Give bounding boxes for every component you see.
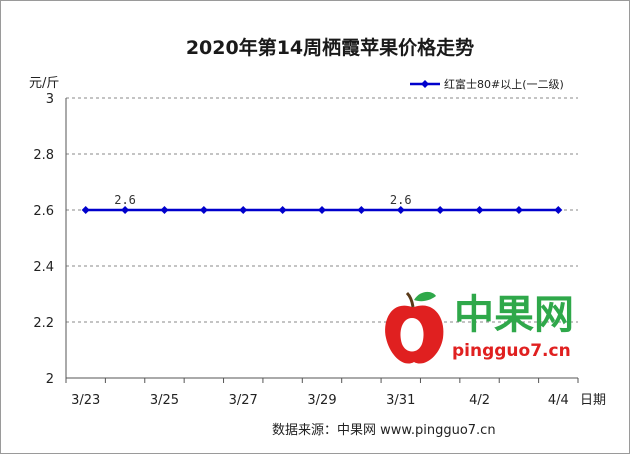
legend-label: 红富士80#以上(一二级) (444, 77, 564, 91)
data-point (81, 206, 90, 214)
data-point (318, 206, 326, 214)
y-tick-label: 2.6 (33, 204, 54, 219)
y-tick-label: 2.2 (33, 316, 54, 331)
axes (65, 98, 579, 383)
y-tick-labels: 3 2.8 2.6 2.4 2.2 2 (33, 92, 54, 387)
data-point (239, 206, 248, 214)
apple-stem (405, 291, 415, 308)
y-tick-label: 2 (46, 372, 54, 387)
data-point (357, 206, 366, 214)
y-tick-label: 3 (46, 92, 54, 107)
x-tick-label: 3/31 (386, 393, 415, 408)
watermark-url: pingguo7.cn (452, 341, 571, 361)
y-axis-unit: 元/斤 (29, 76, 59, 91)
data-point (160, 206, 169, 214)
y-tick-label: 2.4 (33, 260, 54, 275)
data-point (475, 206, 484, 214)
x-tick-label: 3/25 (150, 393, 179, 408)
data-label: 2.6 (114, 193, 136, 207)
y-tick-label: 2.8 (33, 148, 54, 163)
x-tick-label: 3/23 (71, 393, 100, 408)
apple-leaf (414, 291, 436, 302)
x-axis-label: 日期 (580, 393, 606, 408)
data-point (436, 206, 445, 214)
apple-highlight (400, 318, 424, 352)
legend-marker (421, 80, 429, 88)
data-labels: 2.6 2.6 (114, 193, 411, 207)
data-point (396, 206, 405, 214)
watermark-brand: 中果网 (454, 292, 574, 338)
watermark-logo: 中果网 pingguo7.cn (385, 291, 574, 364)
series-layer (81, 206, 563, 214)
data-point (121, 206, 130, 214)
data-point (278, 206, 287, 214)
legend: 红富士80#以上(一二级) (410, 77, 564, 91)
chart-title: 2020年第14周栖霞苹果价格走势 (186, 36, 474, 59)
x-tick-labels: 3/23 3/25 3/27 3/29 3/31 4/2 4/4 (71, 393, 569, 408)
x-tick-label: 4/2 (469, 393, 490, 408)
x-tick-label: 4/4 (548, 393, 569, 408)
apple-logo-icon (385, 291, 444, 364)
data-point (554, 206, 563, 214)
data-label: 2.6 (390, 193, 412, 207)
x-tick-label: 3/27 (229, 393, 258, 408)
data-source: 数据来源：中果网 www.pingguo7.cn (272, 423, 496, 438)
data-point (514, 206, 523, 214)
data-point (199, 206, 208, 214)
x-tick-label: 3/29 (307, 393, 336, 408)
